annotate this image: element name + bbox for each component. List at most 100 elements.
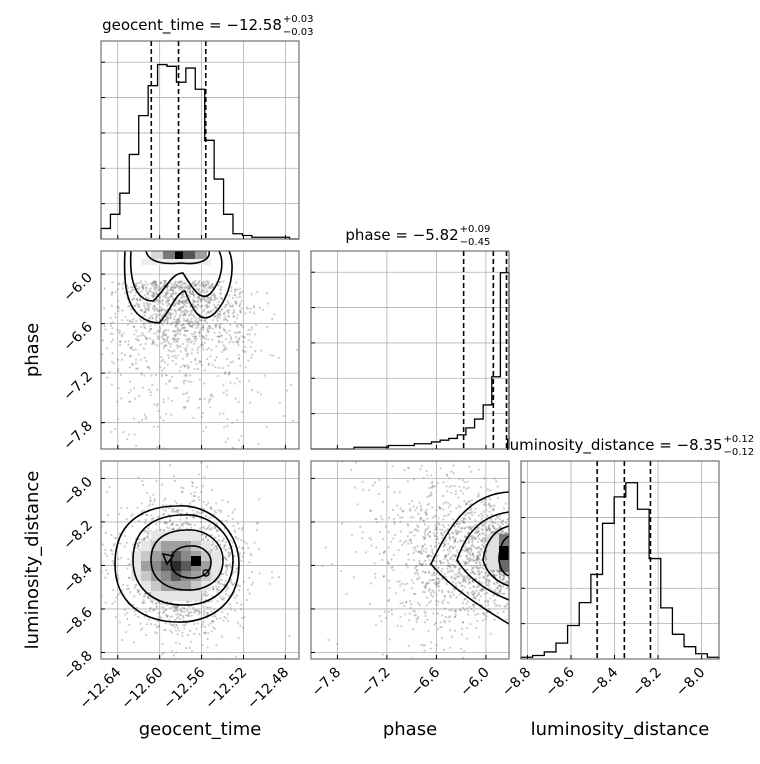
sample-point <box>106 490 109 493</box>
sample-point <box>465 549 468 552</box>
sample-point <box>302 438 304 440</box>
sample-point <box>417 513 420 516</box>
sample-point <box>447 564 450 568</box>
sample-point <box>178 329 181 333</box>
sample-point <box>191 291 195 294</box>
sample-point <box>182 606 185 609</box>
sample-point <box>147 595 150 598</box>
sample-point <box>211 516 214 519</box>
sample-point <box>155 331 158 335</box>
sample-point <box>378 478 381 482</box>
sample-point <box>164 280 167 283</box>
sample-point <box>488 504 491 507</box>
sample-point <box>237 331 240 334</box>
contour-line <box>170 545 212 579</box>
sample-point <box>189 309 192 312</box>
sample-point <box>242 580 245 583</box>
sample-point <box>177 302 180 305</box>
sample-point <box>458 485 461 489</box>
sample-point <box>154 307 157 310</box>
sample-point <box>153 499 156 503</box>
sample-point <box>142 322 145 326</box>
sample-point <box>467 531 470 535</box>
sample-point <box>109 316 112 320</box>
sample-point <box>426 496 429 499</box>
sample-point <box>196 622 199 625</box>
sample-point <box>225 566 228 569</box>
sample-point <box>142 538 145 541</box>
sample-point <box>171 312 174 315</box>
panel-title-luminosity_distance: luminosity_distance = −8.35 <box>505 436 722 455</box>
sample-point <box>476 567 479 570</box>
sample-point <box>171 615 174 618</box>
sample-point <box>387 546 391 549</box>
sample-point <box>277 356 281 360</box>
sample-point <box>487 525 490 528</box>
sample-point <box>142 322 145 325</box>
sample-point <box>144 310 147 313</box>
sample-point <box>462 517 465 521</box>
sample-point <box>495 480 498 483</box>
sample-point <box>161 642 164 645</box>
sample-point <box>399 516 402 520</box>
sample-point <box>199 291 202 294</box>
sample-point <box>250 583 253 586</box>
sample-point <box>125 518 128 521</box>
sample-point <box>381 501 385 504</box>
sample-point <box>477 573 481 576</box>
sample-point <box>464 534 467 538</box>
panel-border <box>310 250 510 450</box>
sample-point <box>232 341 235 344</box>
sample-point <box>487 503 490 506</box>
sample-point <box>98 479 100 481</box>
sample-point <box>409 606 412 609</box>
density-cell <box>161 531 171 541</box>
sample-point <box>139 299 142 302</box>
sample-point <box>192 281 195 284</box>
sample-point <box>223 425 226 429</box>
sample-point <box>134 348 137 351</box>
sample-point <box>444 554 448 557</box>
sample-point <box>469 554 472 557</box>
sample-point <box>380 619 383 623</box>
sample-point <box>190 481 194 484</box>
sample-point <box>464 578 468 581</box>
sample-point <box>229 361 232 364</box>
sample-point <box>477 598 481 602</box>
sample-point <box>222 327 225 330</box>
sample-point <box>409 537 412 541</box>
sample-point <box>224 548 227 551</box>
sample-point <box>456 575 460 578</box>
sample-point <box>180 286 183 289</box>
sample-point <box>123 534 126 538</box>
sample-point <box>423 523 427 526</box>
sample-point <box>483 592 486 595</box>
density-cell <box>181 571 191 581</box>
sample-point <box>215 544 219 548</box>
sample-point <box>157 300 160 303</box>
sample-point <box>134 397 137 400</box>
sample-point <box>368 488 371 492</box>
sample-point <box>462 486 466 489</box>
sample-point <box>468 560 471 563</box>
sample-point <box>496 497 499 500</box>
sample-point <box>378 614 381 618</box>
sample-point <box>188 374 192 377</box>
sample-point <box>474 597 477 600</box>
sample-point <box>179 617 182 621</box>
sample-point <box>207 280 210 283</box>
sample-point <box>492 581 496 585</box>
sample-point <box>452 472 455 475</box>
sample-point <box>474 523 478 526</box>
sample-point <box>455 507 458 510</box>
sample-point <box>117 387 120 390</box>
sample-point <box>424 550 428 554</box>
sample-point <box>483 600 487 603</box>
sample-point <box>388 516 391 519</box>
sample-point <box>476 612 480 615</box>
sample-point <box>171 330 174 333</box>
sample-point <box>237 343 240 347</box>
sample-point <box>168 519 172 522</box>
sample-point <box>459 506 462 509</box>
sample-point <box>469 525 472 528</box>
